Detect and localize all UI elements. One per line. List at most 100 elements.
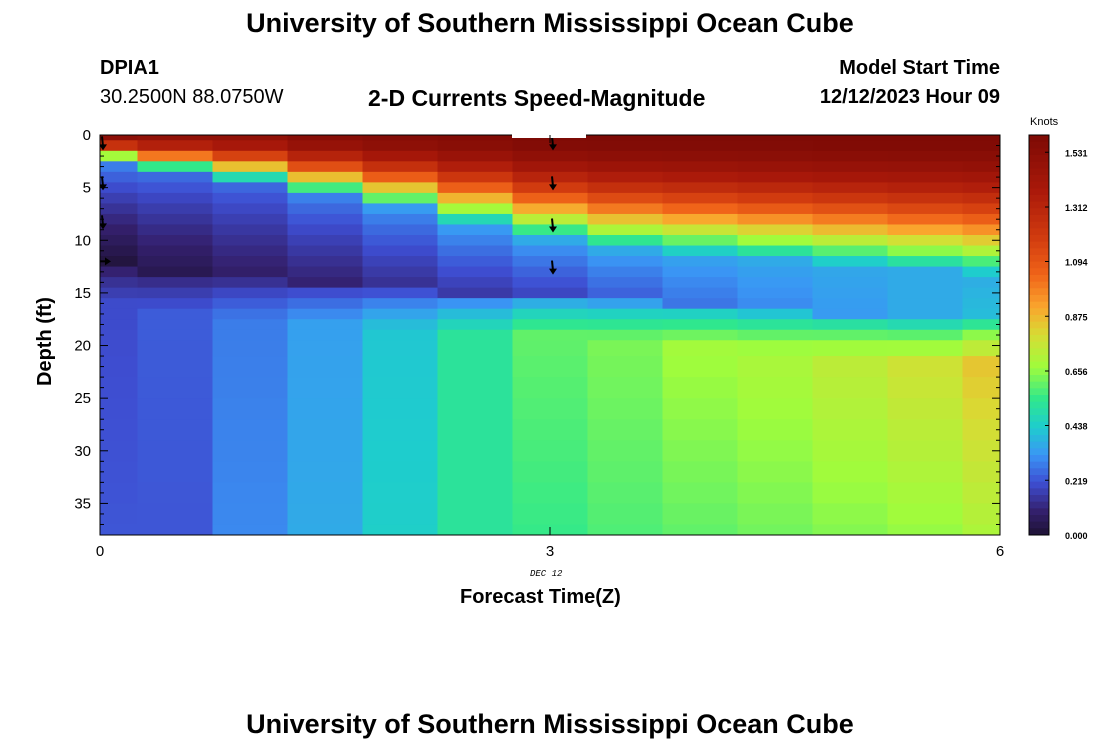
heatmap-cell (962, 298, 1000, 310)
heatmap-cell (737, 140, 814, 152)
heatmap-cell (362, 319, 439, 331)
heatmap-cell (212, 340, 289, 357)
heatmap-cell (100, 192, 139, 205)
heatmap-cell (662, 135, 739, 141)
heatmap-cell (512, 266, 589, 278)
heatmap-cell (362, 524, 439, 535)
heatmap-cell (437, 277, 514, 289)
heatmap-cell (437, 192, 514, 205)
heatmap-cell (812, 266, 889, 278)
heatmap-cell (100, 329, 139, 341)
heatmap-cell (737, 319, 814, 331)
heatmap-cell (887, 256, 964, 268)
heatmap-cell (962, 182, 1000, 194)
heatmap-cell (287, 340, 364, 357)
heatmap-cell (662, 298, 739, 310)
heatmap-cell (100, 135, 139, 141)
heatmap-cell (137, 461, 214, 483)
colorbar-swatch (1029, 508, 1049, 516)
heatmap-cell (887, 213, 964, 226)
heatmap-cell (100, 224, 139, 236)
heatmap-cell (962, 150, 1000, 162)
heatmap-cell (100, 161, 139, 173)
heatmap-cell (887, 192, 964, 205)
heatmap-cell (212, 150, 289, 162)
heatmap-cell (100, 182, 139, 194)
colorbar-swatch (1029, 141, 1049, 149)
station-coordinates: 30.2500N 88.0750W (100, 86, 284, 108)
heatmap-cell (212, 256, 289, 268)
colorbar-swatch (1029, 428, 1049, 436)
heatmap-cell (287, 298, 364, 310)
heatmap-cell (962, 135, 1000, 141)
heatmap-cell (437, 356, 514, 378)
colorbar-swatch (1029, 355, 1049, 363)
heatmap-cell (437, 503, 514, 526)
heatmap-cell (212, 377, 289, 399)
heatmap-cell (212, 440, 289, 462)
heatmap-cell (212, 161, 289, 173)
heatmap-cell (512, 482, 589, 505)
colorbar-swatch (1029, 381, 1049, 389)
heatmap-cell (100, 150, 139, 162)
heatmap-cell (437, 224, 514, 236)
heatmap-cell (100, 524, 139, 535)
heatmap-cell (962, 213, 1000, 226)
heatmap-cell (362, 266, 439, 278)
heatmap-cell (137, 524, 214, 535)
heatmap-cell (137, 171, 214, 183)
heatmap-cell (962, 398, 1000, 420)
heatmap-cell (437, 461, 514, 483)
heatmap-cell (512, 277, 589, 289)
heatmap-cell (287, 161, 364, 173)
heatmap-cell (962, 440, 1000, 462)
heatmap-cell (287, 482, 364, 505)
heatmap-cell (287, 356, 364, 378)
heatmap-cell (287, 329, 364, 341)
heatmap-cell (100, 482, 139, 505)
colorbar-swatch (1029, 488, 1049, 496)
heatmap-cell (100, 287, 139, 299)
heatmap-cell (212, 308, 289, 320)
heatmap-cell (137, 440, 214, 462)
heatmap-cell (137, 245, 214, 257)
heatmap-cell (287, 140, 364, 152)
heatmap-cell (212, 140, 289, 152)
heatmap-cell (587, 140, 664, 152)
heatmap-cell (100, 203, 139, 215)
heatmap-cell (512, 192, 589, 205)
heatmap-cell (212, 298, 289, 310)
heatmap-cell (287, 277, 364, 289)
heatmap-cell (962, 419, 1000, 441)
heatmap-cell (587, 398, 664, 420)
heatmap-cell (287, 171, 364, 183)
heatmap-cell (737, 329, 814, 341)
heatmap-cell (212, 192, 289, 205)
heatmap-cell (812, 377, 889, 399)
y-tick-label: 15 (74, 285, 91, 302)
colorbar-swatch (1029, 155, 1049, 163)
heatmap-cell (362, 135, 439, 141)
heatmap-cell (512, 377, 589, 399)
colorbar-tick-label: 0.000 (1065, 531, 1088, 541)
x-date-label: DEC 12 (530, 569, 563, 579)
axes: 0 5 10 15 20 25 30 35 0 3 6 (74, 127, 1004, 560)
heatmap-cell (100, 461, 139, 483)
heatmap-cell (287, 266, 364, 278)
heatmap-cell (512, 298, 589, 310)
heatmap-cell (100, 298, 139, 310)
colorbar-swatch (1029, 295, 1049, 303)
colorbar-swatch (1029, 315, 1049, 323)
y-tick-label: 30 (74, 443, 91, 460)
heatmap-cell (662, 340, 739, 357)
heatmap-cell (287, 419, 364, 441)
heatmap-cell (137, 308, 214, 320)
heatmap-cell (512, 203, 589, 215)
heatmap-cell (437, 213, 514, 226)
heatmap-cell (737, 377, 814, 399)
heatmap-cell (812, 161, 889, 173)
heatmap-cell (137, 319, 214, 331)
heatmap-cell (100, 340, 139, 357)
heatmap-cell (662, 398, 739, 420)
heatmap-cell (362, 213, 439, 226)
